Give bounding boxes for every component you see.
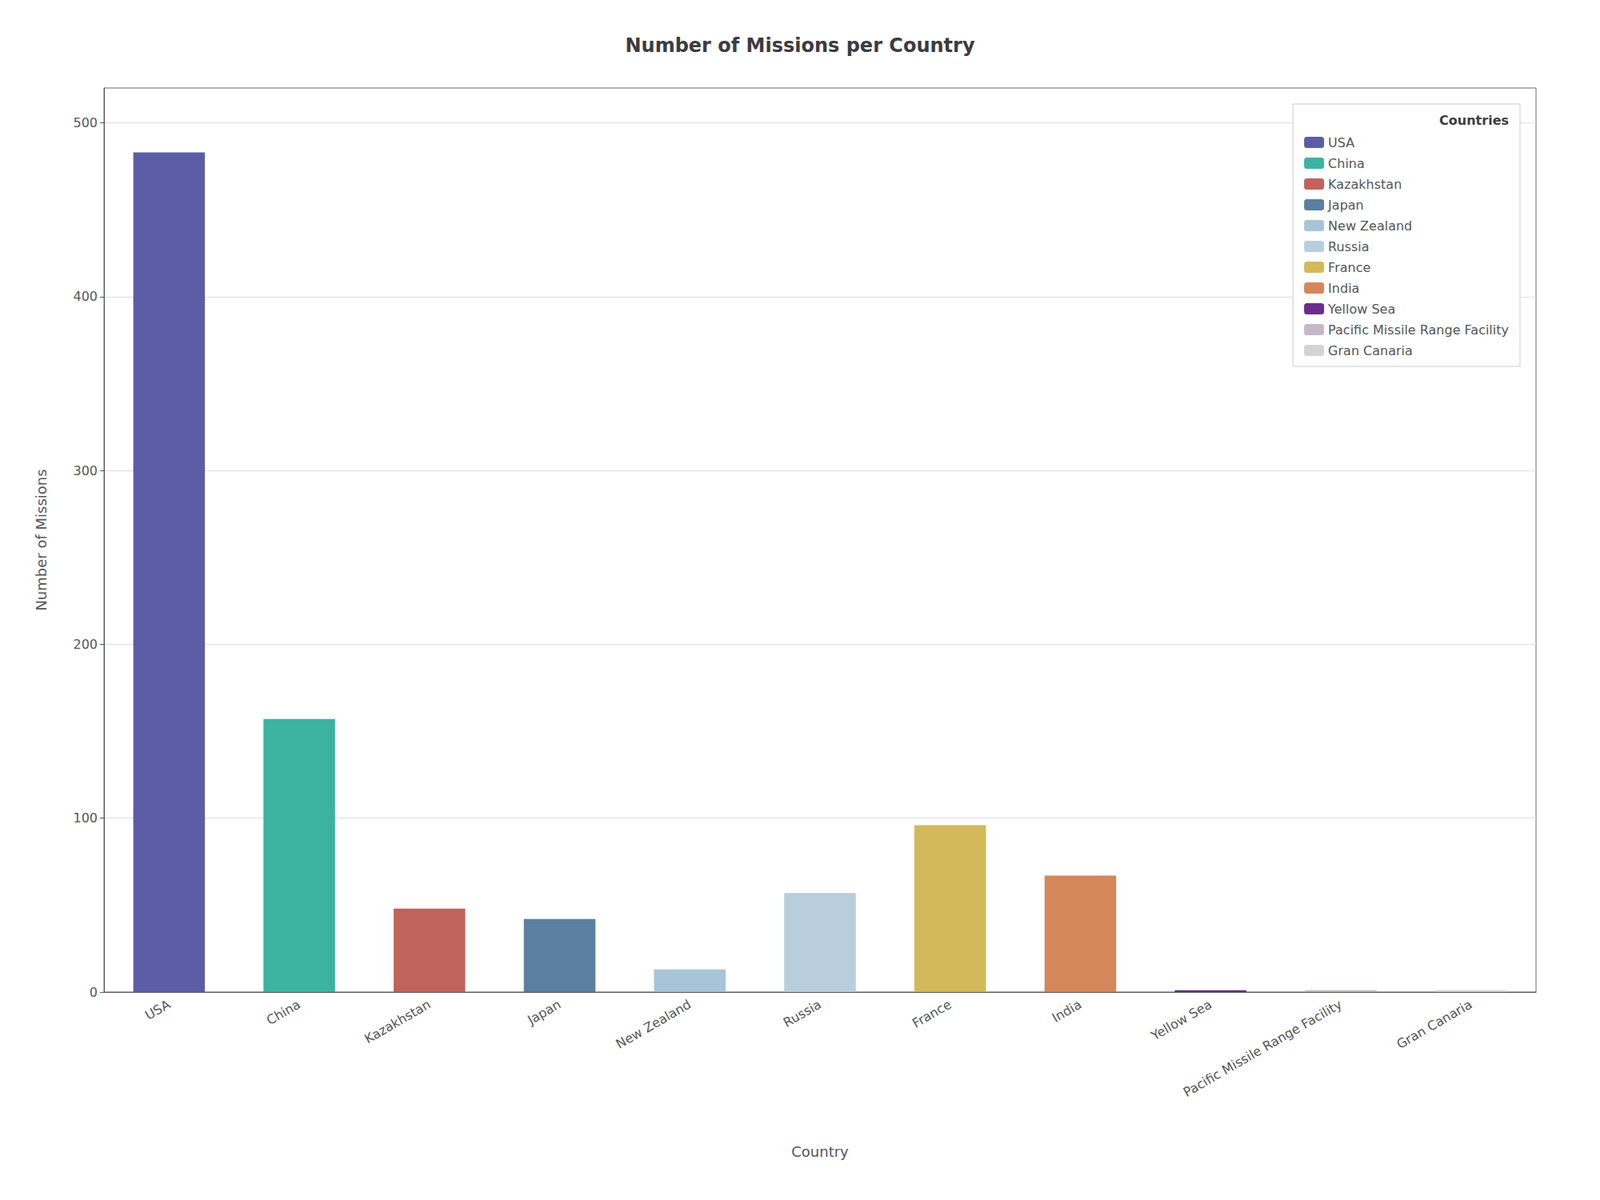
svg-text:Yellow Sea: Yellow Sea xyxy=(1148,996,1215,1044)
svg-text:200: 200 xyxy=(72,636,98,652)
svg-text:0: 0 xyxy=(89,984,98,1000)
svg-text:USA: USA xyxy=(1328,135,1355,151)
svg-text:New Zealand: New Zealand xyxy=(1328,218,1412,234)
svg-text:Japan: Japan xyxy=(524,996,564,1028)
svg-text:Pacific Missile Range Facility: Pacific Missile Range Facility xyxy=(1180,996,1345,1100)
svg-text:China: China xyxy=(264,996,304,1028)
svg-text:Gran Canaria: Gran Canaria xyxy=(1328,343,1413,359)
svg-text:Kazakhstan: Kazakhstan xyxy=(361,996,433,1048)
svg-text:Number of Missions per Country: Number of Missions per Country xyxy=(624,34,975,57)
svg-text:Russia: Russia xyxy=(1328,239,1369,255)
svg-text:Countries: Countries xyxy=(1439,112,1509,128)
svg-text:China: China xyxy=(1328,156,1365,172)
svg-text:Country: Country xyxy=(791,1143,849,1160)
svg-text:300: 300 xyxy=(72,463,98,479)
svg-text:USA: USA xyxy=(142,996,173,1024)
svg-text:India: India xyxy=(1328,280,1360,296)
svg-text:Yellow Sea: Yellow Sea xyxy=(1327,301,1396,317)
svg-text:Russia: Russia xyxy=(780,996,824,1031)
svg-text:100: 100 xyxy=(72,810,98,826)
svg-text:New Zealand: New Zealand xyxy=(613,996,694,1052)
svg-text:400: 400 xyxy=(72,288,98,304)
svg-text:France: France xyxy=(909,996,955,1032)
svg-text:Gran Canaria: Gran Canaria xyxy=(1393,996,1475,1052)
svg-text:500: 500 xyxy=(72,115,98,131)
svg-text:France: France xyxy=(1328,260,1371,276)
svg-text:Japan: Japan xyxy=(1327,197,1364,213)
svg-text:Pacific Missile Range Facility: Pacific Missile Range Facility xyxy=(1328,322,1509,338)
svg-text:India: India xyxy=(1049,996,1084,1026)
svg-text:Kazakhstan: Kazakhstan xyxy=(1328,176,1402,192)
svg-text:Number of Missions: Number of Missions xyxy=(32,468,50,611)
